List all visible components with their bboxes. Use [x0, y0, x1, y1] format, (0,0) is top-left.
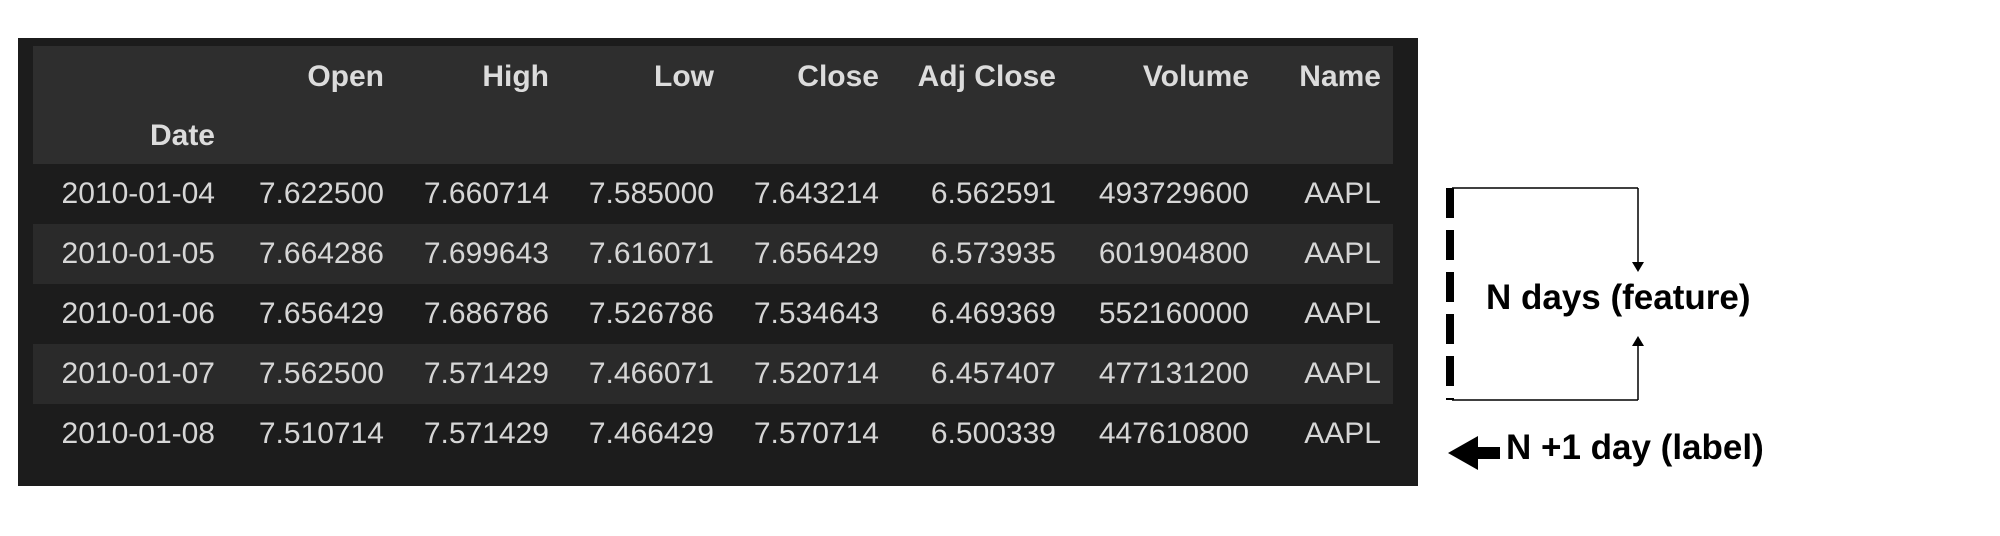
- open-cell: 7.656429: [258, 297, 384, 330]
- name-cell: AAPL: [1304, 417, 1381, 450]
- low-cell: 7.526786: [588, 297, 714, 330]
- name-cell: AAPL: [1304, 297, 1381, 330]
- header-cell-volume: Volume: [1142, 60, 1249, 93]
- table-row: 2010-01-06 7.656429 7.686786 7.526786 7.…: [33, 284, 1393, 344]
- adj-close-cell: 6.500339: [930, 417, 1056, 450]
- target-label: N +1 day (label): [1506, 428, 1764, 467]
- arrow-down-icon: [1632, 262, 1644, 272]
- adj-close-cell: 6.573935: [930, 237, 1056, 270]
- volume-cell: 447610800: [1098, 417, 1249, 450]
- high-cell: 7.686786: [423, 297, 549, 330]
- header-cell-open: Open: [307, 60, 384, 93]
- date-cell: 2010-01-06: [61, 297, 215, 330]
- adj-close-cell: 6.562591: [930, 177, 1056, 210]
- date-cell: 2010-01-05: [61, 237, 215, 270]
- table-row: 2010-01-04 7.622500 7.660714 7.585000 7.…: [33, 164, 1393, 224]
- name-cell: AAPL: [1304, 177, 1381, 210]
- feature-window-label: N days (feature): [1486, 278, 1751, 317]
- header-cell-name: Name: [1299, 60, 1381, 93]
- header-cell-low: Low: [654, 60, 714, 93]
- volume-cell: 552160000: [1098, 297, 1249, 330]
- high-cell: 7.571429: [423, 417, 549, 450]
- high-cell: 7.699643: [423, 237, 549, 270]
- adj-close-cell: 6.469369: [930, 297, 1056, 330]
- close-cell: 7.656429: [753, 237, 879, 270]
- arrow-up-icon: [1632, 336, 1644, 346]
- adj-close-cell: 6.457407: [930, 357, 1056, 390]
- close-cell: 7.643214: [753, 177, 879, 210]
- low-cell: 7.585000: [588, 177, 714, 210]
- open-cell: 7.622500: [258, 177, 384, 210]
- close-cell: 7.570714: [753, 417, 879, 450]
- volume-cell: 477131200: [1098, 357, 1249, 390]
- header-cell-adj-close: Adj Close: [917, 60, 1056, 93]
- volume-cell: 493729600: [1098, 177, 1249, 210]
- date-cell: 2010-01-08: [61, 417, 215, 450]
- low-cell: 7.466071: [588, 357, 714, 390]
- dataframe-table: Open High Low Close Adj Close Volume Nam…: [18, 38, 1418, 486]
- low-cell: 7.466429: [588, 417, 714, 450]
- open-cell: 7.510714: [258, 417, 384, 450]
- index-name-cell: Date: [149, 119, 215, 152]
- open-cell: 7.562500: [258, 357, 384, 390]
- table-row: 2010-01-07 7.562500 7.571429 7.466071 7.…: [33, 344, 1393, 404]
- arrow-left-icon: [1448, 436, 1500, 470]
- table-row: 2010-01-05 7.664286 7.699643 7.616071 7.…: [33, 224, 1393, 284]
- header-cell-close: Close: [797, 60, 879, 93]
- close-cell: 7.534643: [753, 297, 879, 330]
- close-cell: 7.520714: [753, 357, 879, 390]
- header-row: Open High Low Close Adj Close Volume Nam…: [33, 46, 1393, 108]
- high-cell: 7.660714: [423, 177, 549, 210]
- date-cell: 2010-01-04: [61, 177, 215, 210]
- volume-cell: 601904800: [1098, 237, 1249, 270]
- date-cell: 2010-01-07: [61, 357, 215, 390]
- header-cell-high: High: [482, 60, 549, 93]
- name-cell: AAPL: [1304, 237, 1381, 270]
- table-body: Open High Low Close Adj Close Volume Nam…: [33, 46, 1393, 464]
- low-cell: 7.616071: [588, 237, 714, 270]
- table-row: 2010-01-08 7.510714 7.571429 7.466429 7.…: [33, 404, 1393, 464]
- high-cell: 7.571429: [423, 357, 549, 390]
- open-cell: 7.664286: [258, 237, 384, 270]
- name-cell: AAPL: [1304, 357, 1381, 390]
- index-name-row: Date: [33, 108, 1393, 164]
